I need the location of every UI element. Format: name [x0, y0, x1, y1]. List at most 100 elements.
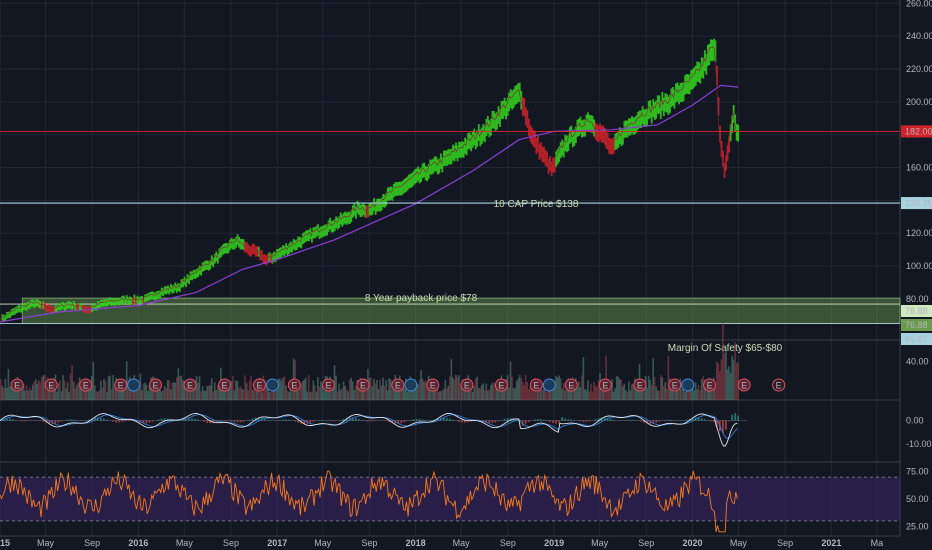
macd-histogram-bar [549, 420, 551, 423]
volume-bar [653, 376, 656, 400]
volume-bar [640, 390, 642, 400]
macd-histogram-bar [191, 418, 193, 421]
ribbon-segment [147, 293, 149, 301]
volume-bar [625, 389, 627, 400]
volume-bar [118, 390, 120, 400]
volume-bar [267, 385, 269, 400]
ribbon-segment [163, 286, 166, 295]
time-axis[interactable]: 2015 May Sep 2016 May Sep 2017 May Sep 2018 May Sep… [0, 538, 883, 548]
volume-bar [608, 382, 610, 400]
volume-bar [233, 390, 236, 400]
ribbon-segment [682, 82, 685, 102]
ribbon-segment [424, 165, 427, 181]
time-tick-label: 2018 [406, 538, 426, 548]
ribbon-segment [470, 135, 473, 152]
ribbon-segment [665, 94, 668, 113]
macd-histogram-bar [397, 420, 400, 424]
ribbon-segment [717, 97, 720, 116]
volume-bar [18, 385, 20, 400]
ribbon-segment [179, 283, 181, 292]
earnings-marker [391, 378, 405, 392]
ribbon-segment [277, 248, 280, 259]
volume-bar [291, 392, 293, 400]
volume-bar [248, 380, 251, 400]
macd-histogram-bar [567, 419, 569, 421]
ribbon-segment [565, 136, 568, 153]
ribbon-segment [172, 284, 175, 293]
volume-bar [138, 389, 140, 400]
macd-histogram-bar [87, 419, 90, 421]
ribbon-segment [298, 236, 301, 248]
volume-bar [628, 381, 630, 400]
macd-histogram-bar [118, 420, 120, 423]
macd-histogram-bar [664, 419, 667, 421]
volume-bar [144, 382, 146, 400]
ribbon-segment [618, 127, 621, 144]
volume-bar [59, 380, 61, 400]
volume-bar [480, 384, 483, 400]
volume-bar [206, 385, 208, 400]
earnings-marker [252, 378, 266, 392]
ribbon-segment [631, 116, 633, 134]
volume-bar [529, 385, 532, 400]
volume-bar [78, 377, 81, 400]
volume-bar [392, 388, 395, 400]
volume-bar [581, 375, 583, 400]
last-price-badge: 182.00 [905, 126, 932, 136]
time-tick-label: May [37, 538, 55, 548]
ribbon-segment [104, 299, 107, 307]
volume-bar [527, 388, 530, 400]
ribbon-segment [276, 249, 278, 260]
volume-bar [265, 385, 268, 400]
ribbon-segment [612, 137, 615, 154]
volume-bar [136, 390, 139, 400]
dividend-marker [127, 378, 141, 392]
volume-bar [268, 392, 271, 400]
volume-bar [649, 379, 651, 400]
ribbon-segment [118, 297, 121, 306]
volume-bar [402, 383, 404, 400]
volume-bar [142, 383, 145, 400]
earnings-marker-label: E [464, 381, 470, 391]
macd-histogram-bar [612, 419, 615, 421]
volume-bar [332, 386, 334, 400]
ribbon-segment [4, 314, 7, 321]
ribbon-segment [716, 65, 718, 86]
volume-bar [662, 386, 665, 400]
macd-histogram-bar [518, 419, 521, 421]
macd-histogram-bar [157, 419, 160, 421]
macd-histogram-bar [385, 420, 387, 422]
ribbon-segment [77, 304, 80, 311]
ribbon-segment [564, 134, 567, 152]
macd-histogram-bar [670, 419, 673, 421]
macd-histogram-bar [145, 420, 148, 424]
ribbon-segment [216, 253, 219, 264]
ribbon-segment [221, 245, 224, 256]
volume-bar [7, 368, 10, 400]
ribbon-segment [611, 138, 614, 155]
ribbon-segment [279, 247, 281, 258]
volume-bar [245, 383, 248, 400]
price-axis[interactable]: 260.00240.00220.00200.00180.00160.00140.… [906, 0, 932, 531]
volume-bar [175, 377, 178, 400]
ribbon-segment [706, 44, 709, 66]
volume-bar [81, 384, 84, 400]
macd-histogram-bar [115, 420, 117, 423]
macd-histogram-bar [97, 417, 99, 421]
ribbon-segment [21, 304, 24, 312]
ribbon-segment [265, 255, 268, 266]
ribbon-segment [320, 226, 322, 238]
ribbon-segment [737, 124, 740, 142]
ribbon-segment [512, 89, 515, 108]
volume-bar [101, 387, 104, 400]
volume-bar [652, 358, 654, 400]
macd-histogram-bar [497, 420, 500, 422]
volume-bar [685, 387, 688, 400]
macd-histogram-bar [142, 420, 145, 424]
volume-bar [124, 381, 126, 400]
time-tick-label: Sep [84, 538, 100, 548]
ribbon-segment [659, 101, 662, 120]
ribbon-segment [573, 129, 576, 146]
